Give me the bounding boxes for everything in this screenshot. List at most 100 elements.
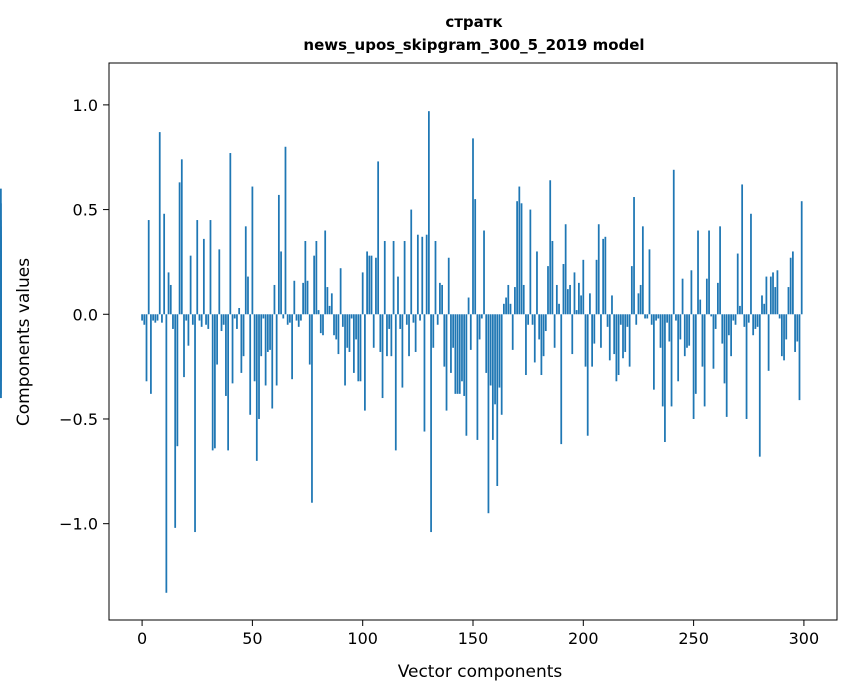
bar [308, 314, 311, 365]
bar [377, 161, 380, 315]
bar [423, 314, 426, 432]
bar [359, 314, 362, 382]
bar [364, 314, 366, 411]
bar [533, 314, 536, 363]
bar [300, 314, 302, 321]
bar [703, 314, 706, 407]
bar [297, 314, 300, 327]
bar [441, 284, 443, 315]
bar [544, 314, 547, 332]
bar [202, 238, 205, 315]
bar [266, 314, 269, 352]
bar [752, 314, 755, 336]
bar [196, 220, 199, 315]
bar [694, 314, 697, 394]
bar [741, 184, 744, 315]
bar [291, 314, 293, 380]
bar [721, 314, 724, 344]
bar [258, 314, 260, 419]
bar [604, 236, 607, 315]
bar [469, 314, 472, 350]
bar [450, 314, 452, 373]
bar [547, 266, 549, 315]
y-tick-label: 0.5 [73, 201, 98, 220]
bar [514, 287, 516, 315]
bar [714, 314, 717, 329]
bar [494, 314, 496, 405]
bar [719, 226, 721, 315]
x-tick-label: 50 [242, 629, 262, 648]
bar [463, 314, 466, 396]
bar [646, 314, 649, 319]
bar [511, 314, 514, 350]
bar [630, 266, 633, 315]
bar [394, 314, 397, 451]
bar [456, 314, 459, 394]
bar [416, 234, 419, 315]
bar [225, 314, 227, 396]
bar [185, 314, 188, 321]
bar [154, 314, 157, 323]
bar [739, 305, 741, 315]
bar [688, 314, 691, 346]
bar [736, 253, 739, 315]
bar [337, 314, 340, 355]
bar [180, 159, 183, 315]
bar [626, 314, 629, 327]
bar [624, 314, 627, 352]
bar [408, 314, 410, 357]
bar [551, 240, 554, 315]
bar [498, 314, 501, 388]
bar [458, 314, 461, 394]
bar [681, 278, 684, 315]
bar [633, 197, 635, 315]
bar [194, 314, 196, 533]
bar [730, 314, 732, 357]
bar [0, 255, 2, 315]
bar [286, 314, 289, 325]
bar [326, 287, 329, 315]
chart-title-line-1: стратк [445, 13, 502, 31]
bar [657, 314, 660, 319]
bar [253, 314, 256, 382]
bar [220, 314, 223, 332]
bar [653, 314, 655, 390]
bar [419, 314, 421, 321]
bar [540, 314, 543, 376]
bar [319, 314, 322, 334]
bar [686, 314, 688, 348]
bar [410, 209, 413, 315]
bar [218, 249, 221, 315]
bar [229, 153, 232, 315]
bar [491, 314, 494, 440]
bar [401, 314, 404, 388]
bar [575, 310, 578, 315]
bar [352, 314, 355, 373]
bar [405, 314, 408, 325]
bar [169, 284, 172, 315]
bar [227, 314, 229, 451]
bar [260, 314, 263, 357]
bar [0, 314, 2, 382]
bar [428, 111, 430, 315]
y-axis-label: Components values [14, 258, 34, 426]
bar [198, 314, 201, 321]
bar [776, 270, 779, 315]
bar [187, 314, 190, 346]
bar [765, 276, 768, 315]
bar [461, 314, 463, 382]
bar [372, 314, 375, 348]
bar [205, 314, 207, 325]
bar [536, 251, 538, 315]
bar [370, 255, 373, 315]
bar [505, 297, 507, 315]
bar [734, 314, 737, 325]
bar [361, 272, 364, 315]
bar [747, 314, 750, 323]
bar [335, 314, 338, 340]
bar [476, 314, 479, 440]
bar [783, 314, 785, 361]
bar [284, 146, 287, 315]
bar [275, 314, 278, 386]
bar [564, 224, 567, 315]
